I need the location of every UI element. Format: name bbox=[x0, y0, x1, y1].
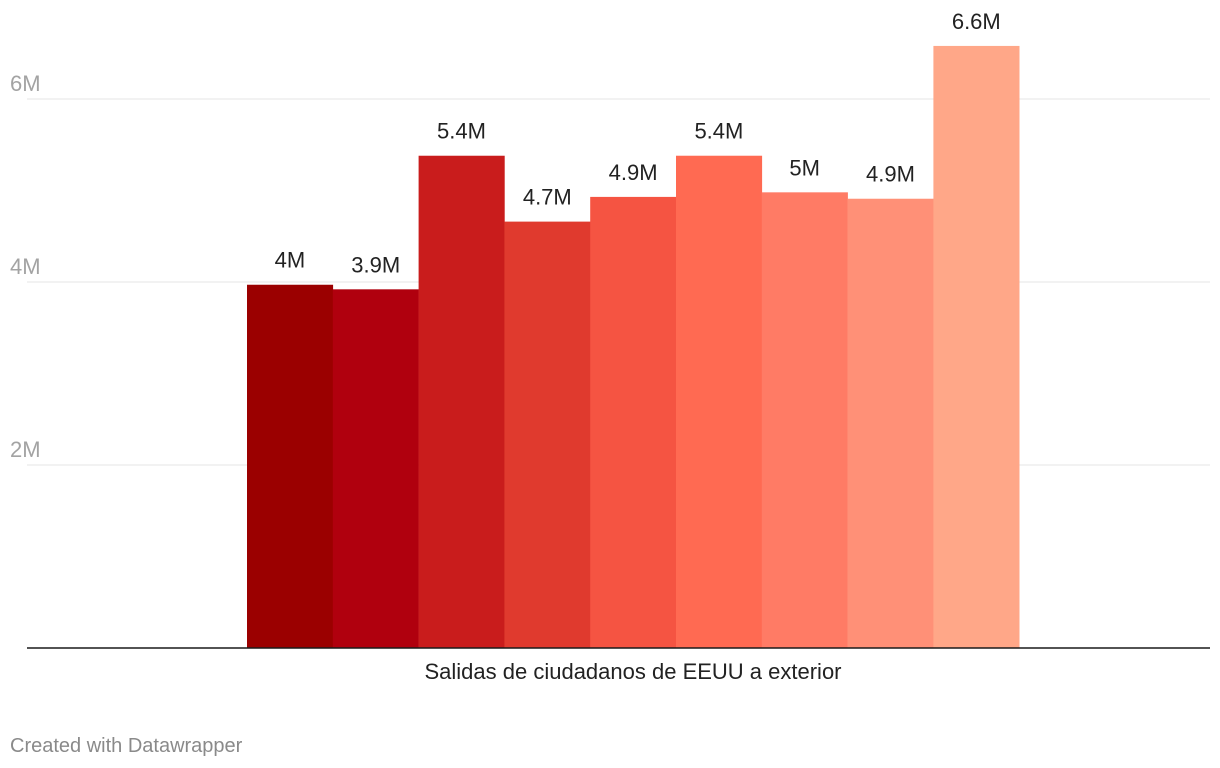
bar-value-label: 4M bbox=[275, 248, 306, 273]
bar bbox=[247, 284, 334, 648]
bar bbox=[332, 289, 419, 648]
y-tick-label: 4M bbox=[10, 254, 41, 279]
bar bbox=[418, 155, 505, 649]
bar bbox=[676, 155, 763, 649]
bar-value-label: 4.9M bbox=[866, 162, 915, 187]
bar-value-label: 6.6M bbox=[952, 9, 1001, 34]
y-axis-tick-labels: 2M 4M 6M bbox=[10, 71, 41, 462]
bar-value-label: 4.9M bbox=[609, 160, 658, 185]
credit-text: Created with Datawrapper bbox=[10, 735, 243, 757]
bar-group bbox=[247, 45, 1020, 649]
bar-value-label: 4.7M bbox=[523, 185, 572, 210]
bar bbox=[504, 221, 591, 649]
bar-value-labels: 4M 3.9M 5.4M 4.7M 4.9M 5.4M 5M 4.9M 6.6M bbox=[275, 9, 1001, 277]
bar bbox=[847, 198, 934, 649]
y-tick-label: 6M bbox=[10, 71, 41, 96]
category-label: Salidas de ciudadanos de EEUU a exterior bbox=[424, 659, 841, 684]
bar-value-label: 3.9M bbox=[351, 252, 400, 277]
bar-value-label: 5.4M bbox=[694, 119, 743, 144]
bar bbox=[933, 45, 1020, 649]
bar-value-label: 5M bbox=[789, 155, 820, 180]
bar bbox=[590, 196, 677, 648]
y-tick-label: 2M bbox=[10, 437, 41, 462]
bar bbox=[761, 192, 848, 648]
bar-value-label: 5.4M bbox=[437, 119, 486, 144]
